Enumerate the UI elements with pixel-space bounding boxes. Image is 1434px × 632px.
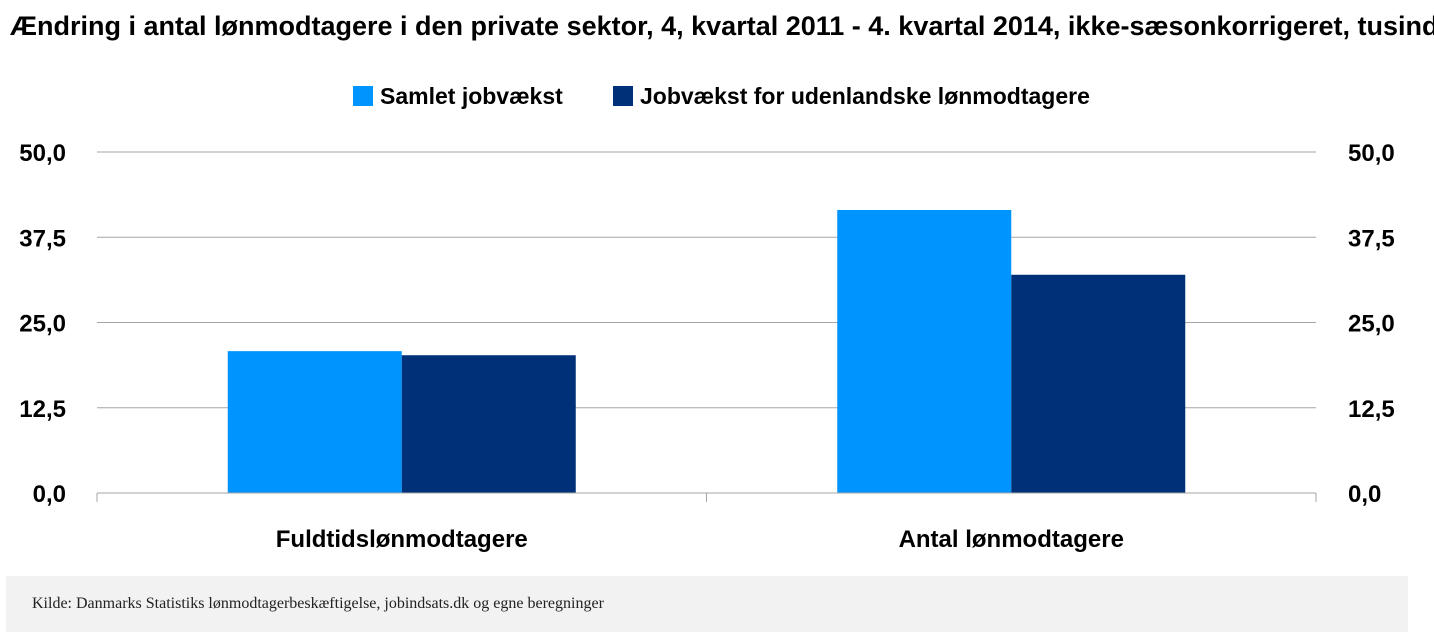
y-tick-label-left: 0,0	[33, 481, 66, 508]
source-text: Kilde: Danmarks Statistiks lønmodtagerbe…	[32, 595, 604, 612]
x-category-label: Antal lønmodtagere	[899, 526, 1124, 553]
bar-chart: Ændring i antal lønmodtagere i den priva…	[10, 11, 1434, 553]
y-tick-label-left: 12,5	[19, 396, 66, 423]
bar-1-2	[837, 209, 1012, 493]
y-tick-label-left: 25,0	[19, 311, 66, 338]
x-category-label: Fuldtidslønmodtagere	[276, 526, 528, 553]
y-tick-label-right: 0,0	[1348, 481, 1381, 508]
source-footer: Kilde: Danmarks Statistiks lønmodtagerbe…	[6, 576, 1408, 632]
y-axis-left: 0,0 12,5 25,0 37,5 50,0	[19, 140, 66, 508]
y-tick-label-left: 50,0	[19, 140, 66, 167]
y-tick-label-right: 50,0	[1348, 140, 1395, 167]
y-tick-label-right: 25,0	[1348, 311, 1395, 338]
bar-2-2	[1011, 274, 1186, 493]
legend-label-2: Jobvækst for udenlandske lønmodtagere	[640, 83, 1090, 109]
y-tick-label-right: 37,5	[1348, 225, 1395, 252]
legend-swatch-2	[613, 86, 633, 106]
legend-swatch-1	[353, 86, 373, 106]
chart-title: Ændring i antal lønmodtagere i den priva…	[10, 11, 1434, 41]
y-axis-right: 0,0 12,5 25,0 37,5 50,0	[1348, 140, 1395, 508]
y-tick-label-left: 37,5	[19, 225, 66, 252]
legend-label-1: Samlet jobvækst	[380, 83, 563, 109]
legend: Samlet jobvækst Jobvækst for udenlandske …	[353, 83, 1090, 109]
x-axis: Fuldtidslønmodtagere Antal lønmodtagere	[96, 492, 1317, 553]
y-tick-label-right: 12,5	[1348, 396, 1395, 423]
bar-2-1	[401, 355, 576, 493]
bars	[227, 209, 1186, 493]
bar-1-1	[227, 351, 402, 493]
